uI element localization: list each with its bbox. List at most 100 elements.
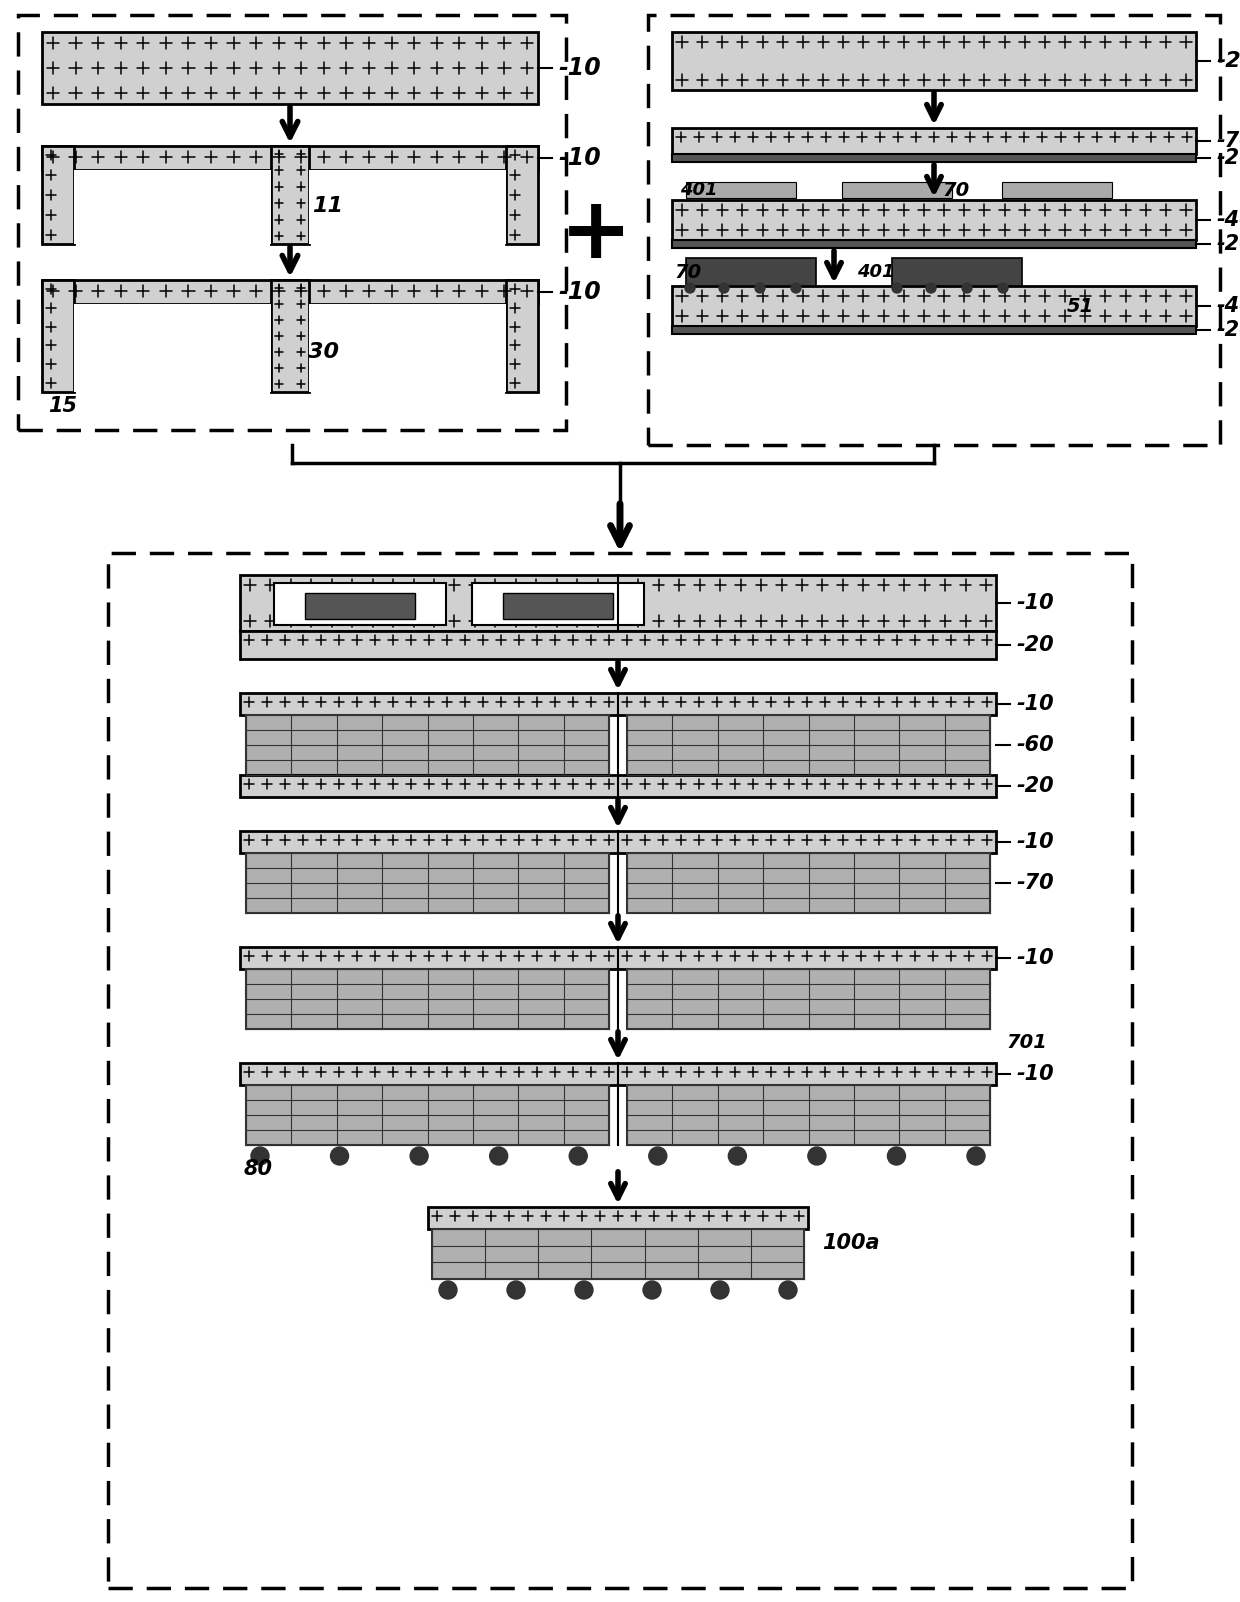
Circle shape <box>331 1147 348 1165</box>
Bar <box>272 146 309 244</box>
Circle shape <box>644 1282 661 1299</box>
Text: 70: 70 <box>942 181 970 200</box>
Text: -10: -10 <box>1016 948 1054 968</box>
Circle shape <box>250 1147 269 1165</box>
Circle shape <box>791 284 801 293</box>
Bar <box>19 14 565 429</box>
Text: -70: -70 <box>1016 873 1054 892</box>
Text: -20: -20 <box>1016 775 1054 796</box>
Bar <box>309 304 506 392</box>
Circle shape <box>439 1282 458 1299</box>
Text: -40: -40 <box>1216 296 1240 316</box>
Bar <box>246 714 609 775</box>
Text: 51: 51 <box>1066 296 1094 316</box>
Text: -10: -10 <box>558 146 600 170</box>
Bar <box>241 631 996 658</box>
Text: -10: -10 <box>1016 831 1054 852</box>
Bar <box>241 694 996 714</box>
Circle shape <box>755 284 765 293</box>
Text: -70: -70 <box>1216 131 1240 151</box>
Bar <box>241 831 996 852</box>
Circle shape <box>507 1282 525 1299</box>
Bar <box>686 258 816 287</box>
Bar <box>627 852 990 913</box>
Bar <box>246 1085 609 1145</box>
Text: -20: -20 <box>1216 320 1240 340</box>
Bar <box>272 280 309 392</box>
Text: 701: 701 <box>1006 1033 1047 1053</box>
Bar <box>672 240 1197 248</box>
Text: 401: 401 <box>680 181 718 199</box>
Bar <box>74 170 272 244</box>
Text: -20: -20 <box>1016 634 1054 655</box>
Circle shape <box>649 1147 667 1165</box>
Bar <box>246 852 609 913</box>
Bar <box>74 304 272 392</box>
Circle shape <box>967 1147 985 1165</box>
Bar <box>108 553 1132 1588</box>
Circle shape <box>575 1282 593 1299</box>
Text: -10: -10 <box>1016 593 1054 614</box>
Bar <box>627 1085 990 1145</box>
Circle shape <box>808 1147 826 1165</box>
Bar <box>686 183 796 199</box>
Circle shape <box>410 1147 428 1165</box>
Text: -10: -10 <box>1016 694 1054 714</box>
Circle shape <box>779 1282 797 1299</box>
Text: 401: 401 <box>857 263 894 280</box>
Bar <box>472 583 644 625</box>
Circle shape <box>490 1147 507 1165</box>
Bar <box>42 280 74 392</box>
Text: -20: -20 <box>1216 234 1240 255</box>
Text: -10: -10 <box>558 56 600 80</box>
Text: -20: -20 <box>1216 147 1240 168</box>
Bar <box>672 128 1197 154</box>
Circle shape <box>998 284 1008 293</box>
Circle shape <box>892 284 901 293</box>
Bar <box>42 146 74 244</box>
Bar <box>672 200 1197 240</box>
Bar <box>241 775 996 798</box>
Bar <box>627 969 990 1028</box>
Bar <box>672 32 1197 90</box>
Circle shape <box>569 1147 588 1165</box>
Bar <box>672 287 1197 325</box>
Text: -10: -10 <box>1016 1064 1054 1085</box>
Circle shape <box>962 284 972 293</box>
Circle shape <box>711 1282 729 1299</box>
Circle shape <box>719 284 729 293</box>
Bar <box>842 183 952 199</box>
Text: -20: -20 <box>1216 51 1240 70</box>
Bar <box>672 154 1197 162</box>
Text: 11: 11 <box>312 195 343 216</box>
Bar <box>241 575 996 631</box>
Bar <box>892 258 1022 287</box>
Text: 15: 15 <box>48 396 77 417</box>
Text: 70: 70 <box>675 263 702 282</box>
Circle shape <box>684 284 694 293</box>
Text: 30: 30 <box>308 341 339 362</box>
Bar <box>42 146 538 170</box>
Text: -60: -60 <box>1016 735 1054 755</box>
Bar <box>241 1064 996 1085</box>
Bar <box>428 1206 808 1229</box>
Text: 80: 80 <box>244 1158 273 1179</box>
Bar <box>649 14 1220 445</box>
Bar <box>246 969 609 1028</box>
Bar <box>506 280 538 392</box>
Text: +: + <box>560 194 632 277</box>
Bar <box>432 1229 804 1278</box>
Bar <box>503 593 613 618</box>
Circle shape <box>926 284 936 293</box>
Bar <box>627 714 990 775</box>
Text: 100a: 100a <box>822 1234 879 1253</box>
Bar <box>1002 183 1112 199</box>
Bar <box>42 32 538 104</box>
Text: -40: -40 <box>1216 210 1240 231</box>
Bar <box>506 146 538 244</box>
Bar <box>309 170 506 244</box>
Bar <box>42 280 538 304</box>
Bar <box>672 325 1197 333</box>
Circle shape <box>888 1147 905 1165</box>
Bar <box>274 583 446 625</box>
